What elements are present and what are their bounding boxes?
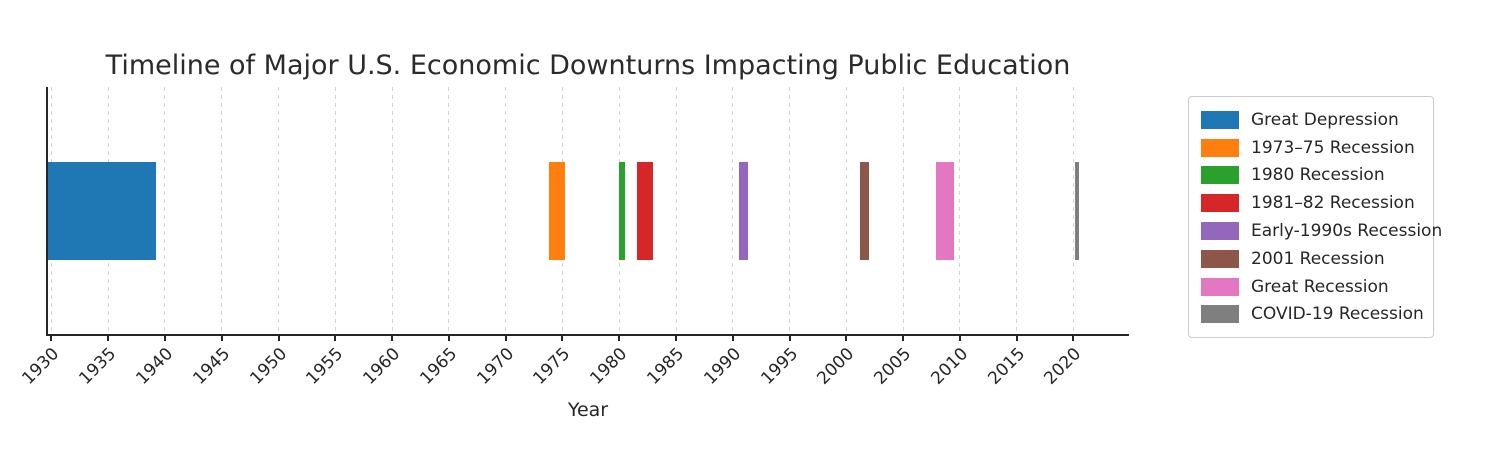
legend-swatch-great-recession [1201, 277, 1239, 296]
legend-label: 1981–82 Recession [1251, 193, 1415, 214]
x-tick-1935 [107, 336, 110, 341]
gridline-2020 [1072, 87, 1074, 334]
x-tick-1930 [50, 336, 53, 341]
legend-item-great-recession: Great Recession [1201, 273, 1423, 301]
legend-item-early-1990s-recession: Early-1990s Recession [1201, 217, 1442, 245]
legend-swatch-early-1990s-recession [1201, 222, 1239, 241]
legend-item-2001-recession: 2001 Recession [1201, 245, 1423, 273]
x-axis-title: Year [567, 399, 609, 421]
legend-item-1981-82-recession: 1981–82 Recession [1201, 189, 1423, 217]
gridline-1990 [732, 87, 734, 334]
gridline-2005 [902, 87, 904, 334]
gridline-2010 [959, 87, 961, 334]
gridline-1970 [505, 87, 507, 334]
legend-swatch-covid-19-recession [1201, 305, 1239, 324]
gridline-1995 [789, 87, 791, 334]
x-tick-1960 [391, 336, 394, 341]
gridline-2015 [1016, 87, 1018, 334]
legend-item-great-depression: Great Depression [1201, 106, 1423, 134]
legend-swatch-great-depression [1201, 110, 1239, 129]
plot-area [48, 87, 1128, 334]
x-tick-1970 [504, 336, 507, 341]
x-tick-1980 [618, 336, 621, 341]
gridline-1945 [221, 87, 223, 334]
gridline-1940 [164, 87, 166, 334]
x-tick-1940 [163, 336, 166, 341]
gridline-1960 [391, 87, 393, 334]
legend-label: Great Depression [1251, 109, 1399, 130]
x-tick-1965 [447, 336, 450, 341]
x-tick-2020 [1072, 336, 1075, 341]
legend-label: COVID-19 Recession [1251, 304, 1424, 325]
chart-title: Timeline of Major U.S. Economic Downturn… [105, 50, 1071, 81]
legend-items: Great Depression 1973–75 Recession 1980 Re… [1201, 106, 1442, 329]
x-tick-1975 [561, 336, 564, 341]
legend-swatch-2001-recession [1201, 249, 1239, 268]
gridline-1950 [278, 87, 280, 334]
x-tick-1945 [220, 336, 223, 341]
gridline-1965 [448, 87, 450, 334]
legend-label: Early-1990s Recession [1251, 221, 1443, 242]
event-bar-1981-82-recession [636, 161, 653, 261]
x-tick-1990 [731, 336, 734, 341]
legend: Great Depression 1973–75 Recession 1980 Re… [1188, 96, 1442, 339]
legend-label: Great Recession [1251, 276, 1389, 297]
event-bar-great-recession [936, 161, 955, 261]
gridline-1955 [334, 87, 336, 334]
event-bar-early-1990s-recession [739, 161, 748, 261]
event-bar-1980-recession [619, 161, 626, 261]
x-tick-2005 [902, 336, 905, 341]
x-tick-2015 [1015, 336, 1018, 341]
legend-swatch-1973-75-recession [1201, 138, 1239, 157]
event-bar-2001-recession [859, 161, 869, 261]
legend-label: 1973–75 Recession [1251, 137, 1415, 158]
x-tick-2010 [958, 336, 961, 341]
gridline-2000 [845, 87, 847, 334]
event-bar-covid-19-recession [1074, 161, 1080, 261]
event-bar-1973-75-recession [548, 161, 566, 261]
legend-swatch-1980-recession [1201, 166, 1239, 185]
x-tick-1985 [675, 336, 677, 341]
legend-item-1973-75-recession: 1973–75 Recession [1201, 134, 1423, 162]
event-bar-great-depression [48, 161, 156, 261]
x-axis-spine [46, 334, 1129, 336]
legend-label: 2001 Recession [1251, 248, 1385, 269]
legend-item-1980-recession: 1980 Recession [1201, 162, 1423, 190]
legend-swatch-1981-82-recession [1201, 194, 1239, 213]
legend-label: 1980 Recession [1251, 165, 1385, 186]
x-tick-1950 [277, 336, 280, 341]
x-tick-2000 [845, 336, 848, 341]
y-axis-spine [46, 87, 48, 336]
gridline-1985 [675, 87, 677, 334]
legend-item-covid-19-recession: COVID-19 Recession [1201, 301, 1424, 329]
x-tick-1995 [788, 336, 791, 341]
x-tick-1955 [334, 336, 337, 341]
